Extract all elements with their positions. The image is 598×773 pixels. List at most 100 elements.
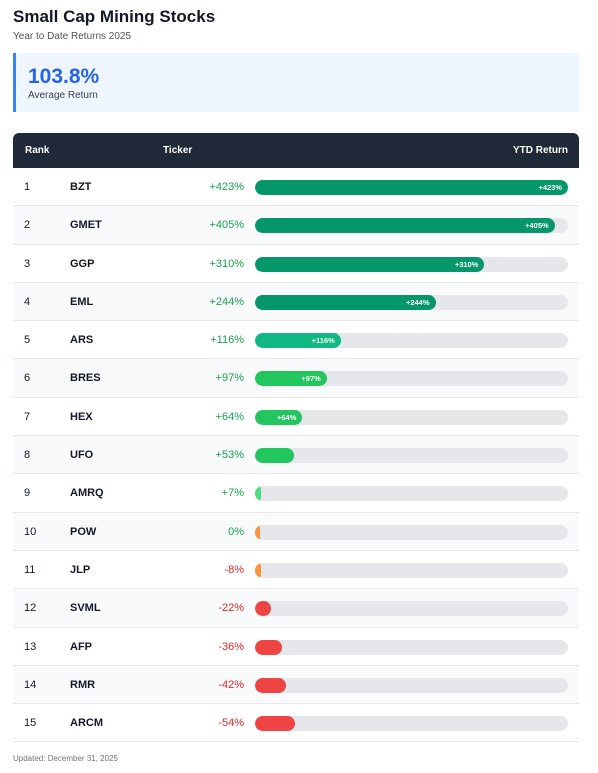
return-bar — [255, 524, 260, 540]
return-bar: +97% — [255, 371, 327, 387]
table-row: 2 GMET +405% +405% — [13, 206, 579, 245]
bar-data-label: +405% — [525, 221, 549, 231]
return-bar: +244% — [255, 294, 436, 310]
bar-data-label: +423% — [538, 183, 562, 192]
return-value: +405% — [209, 219, 244, 232]
page-title: Small Cap Mining Stocks — [13, 7, 216, 26]
table-row: 6 BRES +97% +97% — [13, 359, 579, 398]
return-bar-track: +405% — [255, 218, 568, 234]
header-rank[interactable]: Rank — [25, 145, 50, 156]
table-header: Rank Ticker YTD Return — [13, 133, 579, 168]
rank-cell: 12 — [24, 602, 37, 615]
ticker-cell: UFO — [70, 449, 94, 462]
ticker-cell: AFP — [70, 640, 92, 653]
return-bar-track — [255, 677, 568, 693]
return-value: +7% — [221, 487, 244, 500]
rank-cell: 5 — [24, 334, 31, 347]
ticker-cell: EML — [70, 295, 94, 308]
table-row: 4 EML +244% +244% — [13, 282, 579, 322]
ticker-cell: SVML — [70, 602, 101, 615]
return-bar-track — [255, 639, 568, 655]
rank-cell: 14 — [24, 678, 37, 691]
return-bar — [255, 448, 295, 464]
rank-cell: 9 — [24, 487, 31, 500]
table-row: 8 UFO +53% — [13, 436, 579, 475]
table-row: 3 GGP +310% +310% — [13, 245, 579, 283]
return-value: 0% — [228, 525, 244, 538]
return-bar-track: +64% — [255, 409, 568, 425]
ticker-cell: AMRQ — [70, 487, 104, 500]
ticker-cell: ARS — [70, 334, 94, 347]
return-bar — [255, 716, 295, 732]
average-return-card: 103.8% Average Return — [13, 53, 579, 112]
return-bar-track — [255, 716, 568, 732]
return-bar: +405% — [255, 218, 555, 234]
rank-cell: 15 — [24, 717, 37, 730]
table-row: 13 AFP -36% — [13, 628, 579, 666]
bar-data-label: +310% — [454, 259, 479, 269]
return-value: +423% — [209, 181, 244, 193]
rank-cell: 13 — [24, 640, 37, 653]
table-row: 10 POW 0% — [13, 512, 579, 551]
ticker-cell: BRES — [70, 372, 101, 385]
return-bar — [255, 639, 282, 655]
return-bar — [255, 486, 261, 502]
return-bar-track — [255, 562, 568, 578]
bar-data-label: +97% — [301, 374, 321, 384]
average-return-value: 103.8% — [28, 65, 100, 88]
return-value: -8% — [224, 563, 244, 576]
returns-table: Rank Ticker YTD Return 1 BZT +423% +423% 2 GM… — [13, 133, 579, 743]
rank-cell: 6 — [24, 372, 31, 385]
header-ytd-return[interactable]: YTD Return — [513, 145, 568, 156]
bar-data-label: +244% — [405, 297, 430, 307]
return-value: +53% — [215, 449, 244, 462]
rank-cell: 8 — [24, 449, 31, 462]
return-bar-track — [255, 601, 568, 617]
return-bar: +64% — [255, 409, 303, 425]
rank-cell: 1 — [24, 181, 31, 193]
return-value: +244% — [209, 295, 244, 308]
return-value: -22% — [218, 602, 244, 615]
ticker-cell: GGP — [70, 257, 95, 270]
average-return-label: Average Return — [28, 90, 98, 101]
ticker-cell: POW — [70, 525, 97, 538]
return-value: +116% — [210, 334, 244, 347]
return-value: -42% — [218, 678, 244, 691]
return-bar-track: +310% — [255, 256, 568, 272]
return-value: -36% — [218, 640, 244, 653]
return-bar: +116% — [255, 333, 341, 349]
table-row: 5 ARS +116% +116% — [13, 321, 579, 360]
return-bar-track — [255, 448, 568, 464]
rank-cell: 7 — [24, 410, 31, 423]
ticker-cell: HEX — [70, 410, 93, 423]
return-bar-track — [255, 486, 568, 502]
return-value: +64% — [215, 410, 244, 423]
return-bar-track — [255, 524, 568, 540]
return-bar-track: +244% — [255, 294, 568, 310]
table-row: 14 RMR -42% — [13, 665, 579, 705]
ticker-cell: BZT — [70, 181, 92, 193]
header-ticker[interactable]: Ticker — [163, 145, 193, 156]
return-bar-track: +116% — [255, 333, 568, 349]
ticker-cell: RMR — [70, 678, 96, 691]
rank-cell: 4 — [24, 295, 31, 308]
return-bar — [255, 601, 272, 617]
ticker-cell: JLP — [70, 563, 91, 576]
return-bar — [255, 677, 287, 693]
table-row: 12 SVML -22% — [13, 589, 579, 628]
return-value: +97% — [215, 372, 244, 385]
updated-note: Updated: December 31, 2025 — [13, 754, 118, 763]
ticker-cell: GMET — [70, 219, 102, 232]
rank-cell: 3 — [24, 257, 31, 270]
table-row: 9 AMRQ +7% — [13, 474, 579, 513]
table-body: 1 BZT +423% +423% 2 GMET +405% +405% 3 GGP +310% +3… — [13, 168, 579, 743]
return-bar-track: +97% — [255, 371, 568, 387]
return-value: +310% — [209, 257, 244, 270]
return-bar-track: +423% — [255, 180, 568, 195]
page-subtitle: Year to Date Returns 2025 — [13, 31, 132, 42]
return-bar: +423% — [255, 180, 568, 195]
rank-cell: 2 — [24, 219, 31, 232]
table-row: 11 JLP -8% — [13, 551, 579, 590]
return-bar — [255, 562, 261, 578]
rank-cell: 10 — [24, 525, 37, 538]
